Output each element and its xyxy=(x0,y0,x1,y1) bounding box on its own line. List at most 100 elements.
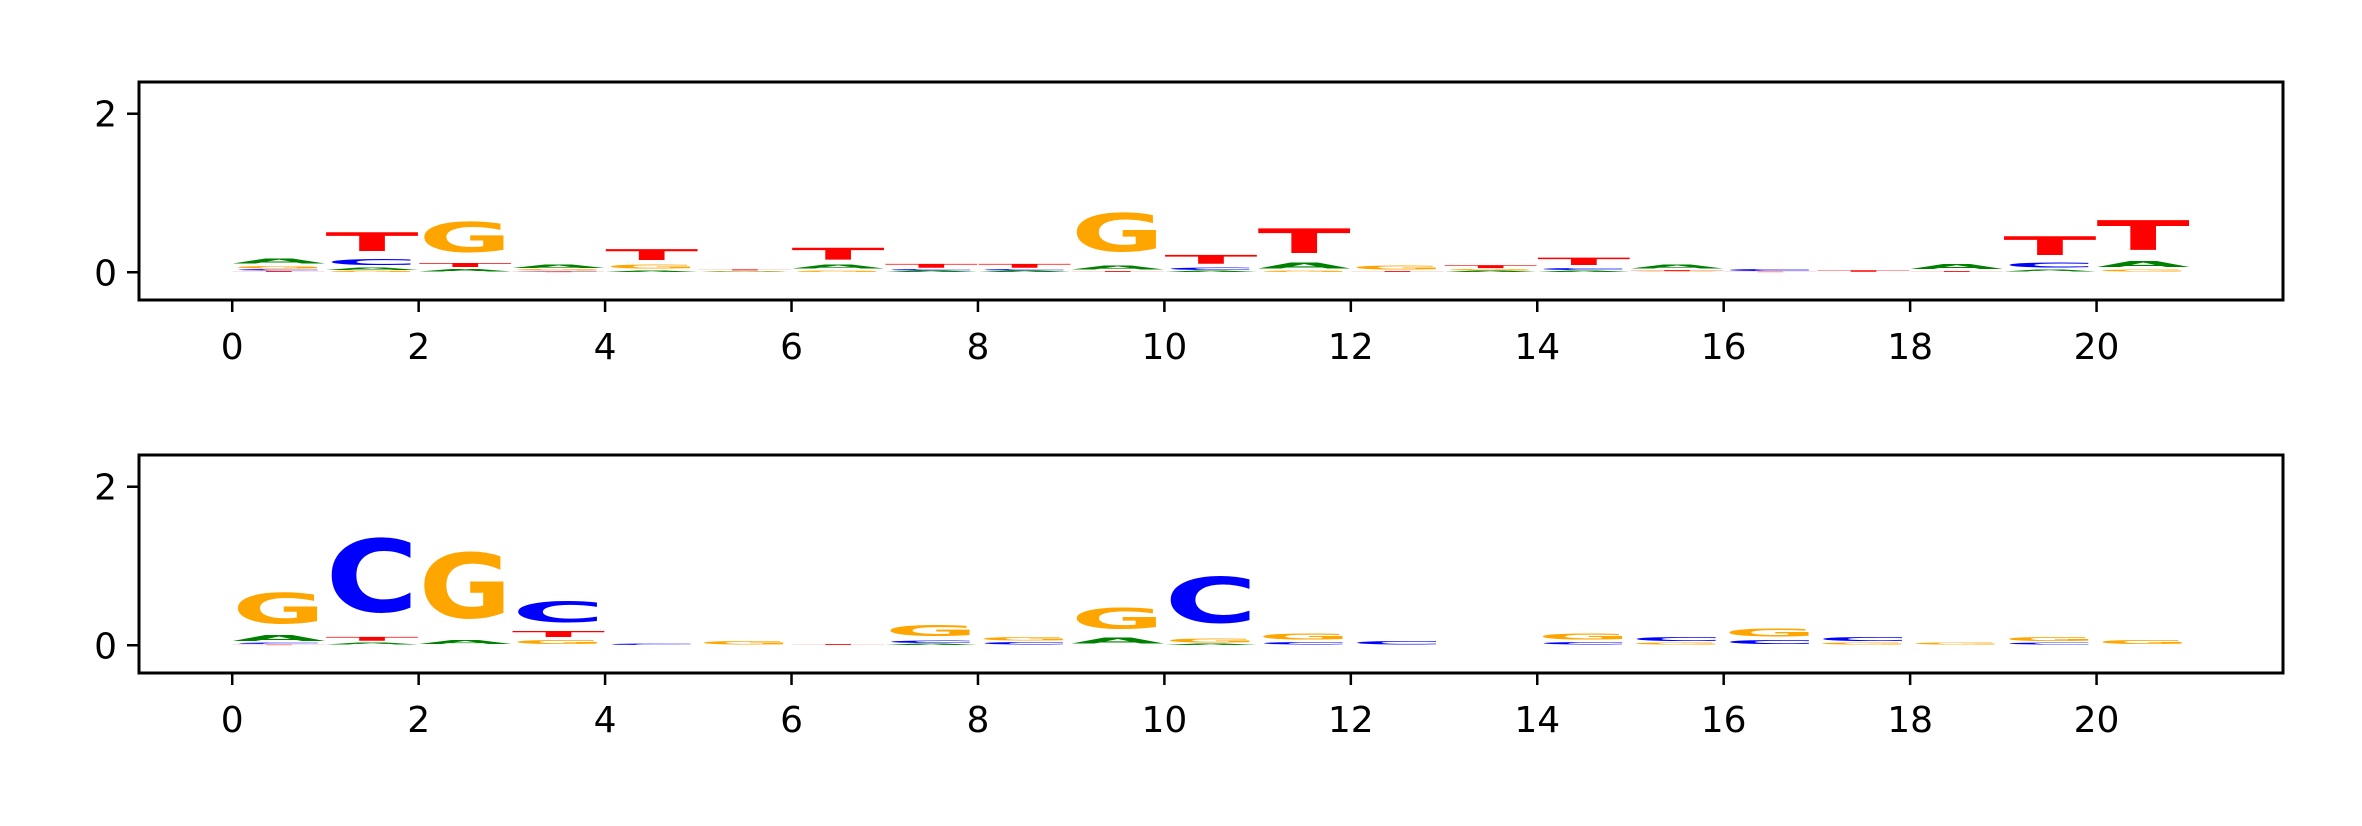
x-axis: 0 2 4 6 8 10 12 14 16 18 20 xyxy=(221,300,2120,368)
logo-letter-T: T xyxy=(512,271,605,272)
logo-letter-C: C xyxy=(605,644,698,646)
y-axis: 02 xyxy=(94,468,139,667)
logo-letter-T: T xyxy=(232,271,325,273)
logo-letter-A: A xyxy=(978,271,1071,273)
x-tick-label: 4 xyxy=(594,700,617,741)
y-tick-label: 0 xyxy=(94,253,117,294)
logo-letter-G: G xyxy=(419,215,512,262)
logo-letter-C: C xyxy=(232,643,325,645)
logo-letter-T: T xyxy=(1724,271,1817,272)
x-tick-label: 20 xyxy=(2074,700,2120,741)
logo-letter-A: A xyxy=(1258,261,1351,270)
x-tick-label: 10 xyxy=(1141,700,1187,741)
logo-letter-C: C xyxy=(2003,642,2096,645)
logo-letter-A: A xyxy=(1630,264,1723,270)
logo-letter-A: A xyxy=(792,264,885,270)
logo-letter-C: C xyxy=(325,257,418,266)
logo-letter-G: G xyxy=(1910,642,2003,645)
y-axis: 02 xyxy=(94,95,139,294)
logo-letter-G: G xyxy=(1630,271,1723,272)
x-tick-label: 6 xyxy=(780,700,803,741)
logo-letter-A: A xyxy=(885,644,978,646)
logo-letter-C: C xyxy=(1164,267,1257,271)
x-tick-label: 10 xyxy=(1141,327,1187,368)
x-axis: 0 2 4 6 8 10 12 14 16 18 20 xyxy=(221,673,2120,741)
logo-letter-T: T xyxy=(2097,212,2191,260)
plot-frame xyxy=(137,80,2285,302)
x-tick-label: 12 xyxy=(1328,327,1374,368)
logo-letter-C: C xyxy=(1537,268,1630,271)
logo-letter-G: G xyxy=(1444,269,1537,271)
logo-letter-T: T xyxy=(605,246,698,263)
logo-letter-T: T xyxy=(232,644,325,645)
logo-letter-T: T xyxy=(792,245,885,264)
logo-letter-T: T xyxy=(1164,252,1257,266)
x-tick-label: 14 xyxy=(1514,327,1560,368)
logo-letter-G: G xyxy=(1817,642,1910,645)
logo-letter-A: A xyxy=(232,633,325,642)
logo-letter-A: A xyxy=(512,264,605,269)
x-tick-label: 0 xyxy=(221,327,244,368)
logo-letter-A: A xyxy=(1164,271,1257,273)
logo-letter-G: G xyxy=(1351,264,1444,270)
logo-letter-A: A xyxy=(1537,271,1630,273)
logo-letter-G: G xyxy=(325,271,418,273)
x-tick-label: 0 xyxy=(221,700,244,741)
logo-letter-T: T xyxy=(419,262,512,268)
logo-letter-G: G xyxy=(1258,271,1351,273)
logo-letter-G: G xyxy=(232,585,325,634)
x-tick-label: 12 xyxy=(1328,700,1374,741)
logo-letter-G: G xyxy=(419,535,512,639)
logo-letter-T: T xyxy=(1630,270,1723,272)
logo-letter-G: G xyxy=(978,637,1071,642)
x-tick-label: 18 xyxy=(1887,700,1933,741)
logo-letter-A: A xyxy=(419,639,512,645)
logo-letter-A: A xyxy=(325,267,418,271)
plot-frame xyxy=(137,453,2285,675)
logo-letter-C: C xyxy=(1724,268,1817,271)
logo-letter-A: A xyxy=(325,642,418,645)
logo-letter-A: A xyxy=(605,270,698,272)
logo-letter-G: G xyxy=(1630,642,1723,645)
x-tick-label: 8 xyxy=(967,700,990,741)
logo-letter-G: G xyxy=(698,271,791,272)
logo-letter-C: C xyxy=(1537,641,1630,645)
logo-letter-C: C xyxy=(1351,641,1444,646)
logo-letter-T: T xyxy=(1817,270,1910,272)
x-tick-label: 18 xyxy=(1887,327,1933,368)
x-tick-label: 14 xyxy=(1514,700,1560,741)
logo-letter-G: G xyxy=(1537,632,1630,641)
logo-letter-C: C xyxy=(512,596,605,629)
logo-letter-G: G xyxy=(512,269,605,271)
x-tick-label: 16 xyxy=(1701,327,1747,368)
logo-letter-C: C xyxy=(1630,636,1723,642)
logo-letter-C: C xyxy=(232,269,325,271)
logo-letter-C: C xyxy=(1258,641,1351,645)
logo-letter-T: T xyxy=(2003,231,2096,261)
logo-letter-A: A xyxy=(885,271,978,273)
logo-letter-G: G xyxy=(1164,637,1257,643)
logo-letter-G: G xyxy=(1071,602,1164,635)
logo-letter-G: G xyxy=(885,623,978,640)
y-tick-label: 0 xyxy=(94,626,117,667)
logo-letter-G: G xyxy=(512,639,605,645)
logo-letter-T: T xyxy=(1351,271,1444,273)
logo-letter-T: T xyxy=(325,227,418,257)
x-tick-label: 6 xyxy=(780,327,803,368)
x-tick-label: 20 xyxy=(2074,327,2120,368)
logo-letter-G: G xyxy=(2003,636,2096,642)
x-tick-label: 4 xyxy=(594,327,617,368)
logo-letter-T: T xyxy=(325,636,418,642)
logo-letter-T: T xyxy=(1537,256,1630,268)
logo-letter-C: C xyxy=(2003,261,2096,269)
logo-letter-G: G xyxy=(2097,639,2190,645)
logo-letter-A: A xyxy=(698,271,791,272)
logo-letter-A: A xyxy=(2003,269,2096,272)
y-tick-label: 2 xyxy=(94,95,117,136)
logo-letter-A: A xyxy=(1071,264,1164,270)
